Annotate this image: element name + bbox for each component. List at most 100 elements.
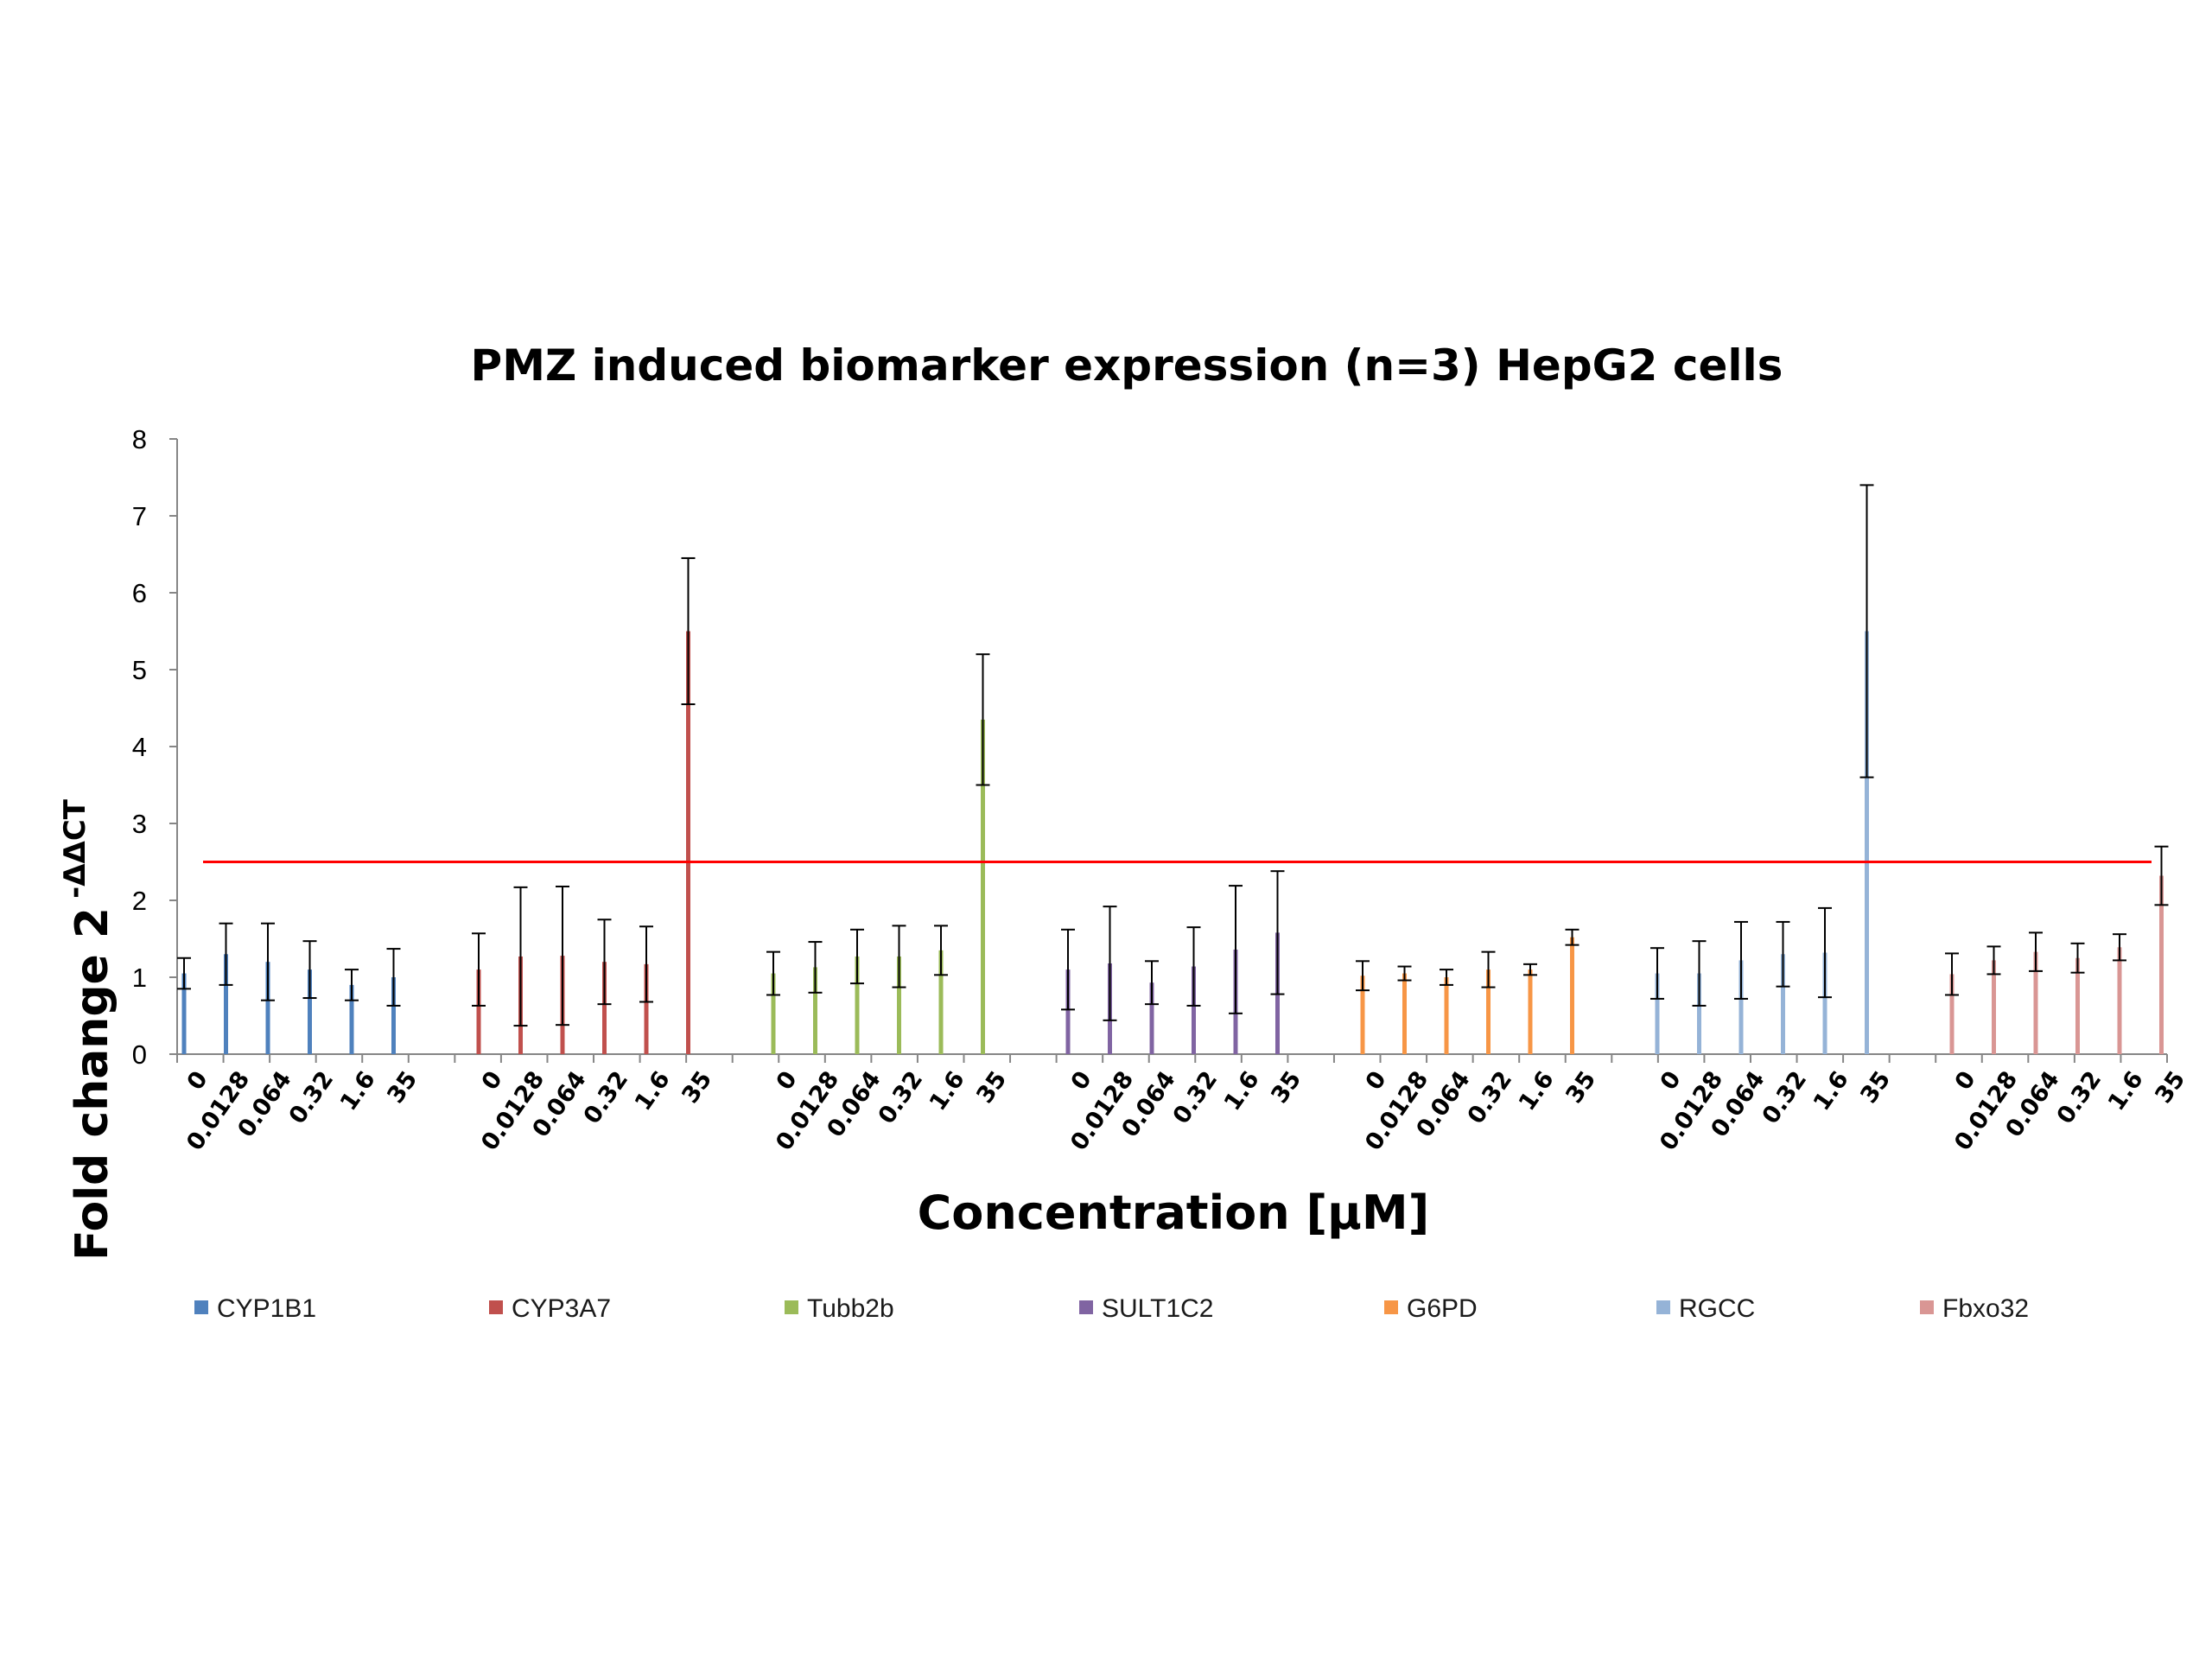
x-tick-label: 0.32 [1168, 1066, 1224, 1128]
bar [1697, 973, 1701, 1054]
bar [602, 962, 607, 1054]
x-tick-label: 35 [971, 1066, 1012, 1109]
legend-swatch [1656, 1300, 1670, 1314]
x-tick-label: 35 [1266, 1066, 1306, 1109]
legend-swatch [1079, 1300, 1093, 1314]
bar [2033, 951, 2038, 1054]
legend-label: CYP1B1 [217, 1294, 316, 1323]
x-tick-label: 0 [477, 1066, 508, 1095]
bar [813, 967, 817, 1054]
x-tick-label: 0 [1656, 1066, 1687, 1095]
bar [308, 969, 312, 1054]
x-tick-label: 0 [182, 1066, 213, 1095]
y-axis-label: Fold change 2 -ΔΔCT [58, 798, 118, 1261]
x-tick-label: 0.32 [1463, 1066, 1518, 1128]
legend-swatch [489, 1300, 503, 1314]
x-tick-label: 0 [772, 1066, 803, 1095]
y-tick-label: 1 [132, 963, 147, 993]
x-tick-label: 1.6 [630, 1066, 676, 1116]
bars [181, 631, 2164, 1054]
legend: CYP1B1 CYP3A7 Tubb2b SULT1C2 G6PD RGCC Fbxo32 [194, 1294, 2029, 1323]
bar [2159, 875, 2164, 1054]
bar [771, 973, 776, 1054]
x-tick-label: 0 [1066, 1066, 1097, 1095]
bar [181, 973, 187, 1054]
bar [1402, 973, 1407, 1054]
x-tick-label: 1.6 [1219, 1066, 1265, 1116]
y-axis: 0 1 2 3 4 5 6 7 8 [132, 424, 178, 1070]
bar [1444, 977, 1449, 1054]
x-tick-label: 0.32 [579, 1066, 634, 1128]
legend-swatch [1920, 1300, 1934, 1314]
x-tick-label: 35 [1560, 1066, 1601, 1109]
x-axis [176, 1053, 2168, 1063]
y-tick-label: 5 [132, 655, 147, 685]
bar [1486, 969, 1491, 1054]
y-tick-label: 3 [132, 809, 147, 839]
x-tick-label: 35 [1855, 1066, 1896, 1109]
bar [1149, 982, 1154, 1054]
bar [1570, 937, 1574, 1054]
bar [1360, 976, 1365, 1054]
legend-label: Tubb2b [807, 1294, 894, 1323]
x-tick-label: 0.32 [2052, 1066, 2107, 1128]
bar [1781, 954, 1785, 1054]
bar [1065, 969, 1071, 1054]
bar [224, 954, 228, 1054]
legend-swatch [1384, 1300, 1398, 1314]
bar [349, 984, 354, 1054]
x-tick-label: 1.6 [2103, 1066, 2149, 1116]
x-tick-label: 1.6 [335, 1066, 381, 1116]
y-tick-label: 0 [132, 1039, 147, 1070]
bar [981, 719, 985, 1054]
bar [391, 977, 396, 1054]
y-tick-label: 2 [132, 886, 147, 916]
bar [938, 950, 944, 1054]
bar [686, 631, 690, 1054]
bar [1992, 960, 1996, 1054]
x-tick-label: 35 [677, 1066, 717, 1109]
x-tick-label: 0 [1361, 1066, 1392, 1095]
bar [897, 956, 901, 1054]
error-bars [177, 484, 2169, 1027]
bar [265, 962, 270, 1054]
bar [2117, 947, 2122, 1054]
legend-label: SULT1C2 [1102, 1294, 1214, 1323]
x-tick-label: 1.6 [1808, 1066, 1854, 1116]
x-axis-label: Concentration [μM] [918, 1185, 1430, 1240]
bar [1528, 969, 1533, 1054]
legend-label: RGCC [1679, 1294, 1755, 1323]
x-tick-label: 0.32 [1758, 1066, 1813, 1128]
bar [1822, 952, 1827, 1054]
bar [476, 969, 481, 1054]
y-axis-label-superscript: -ΔΔCT [58, 798, 92, 899]
bar [1865, 631, 1869, 1054]
legend-label: CYP3A7 [512, 1294, 611, 1323]
y-tick-label: 7 [132, 501, 147, 531]
bar [1192, 966, 1196, 1054]
x-tick-label: 0.32 [284, 1066, 340, 1128]
x-tick-label: 0.32 [874, 1066, 929, 1128]
bar [1949, 974, 1955, 1054]
x-tick-label: 35 [382, 1066, 423, 1109]
x-tick-label: 0 [1950, 1066, 1981, 1095]
bar [2075, 957, 2080, 1054]
legend-label: G6PD [1407, 1294, 1478, 1323]
x-tick-label: 1.6 [1514, 1066, 1560, 1116]
bar [855, 956, 860, 1054]
chart-title: PMZ induced biomarker expression (n=3) H… [471, 340, 1783, 391]
legend-swatch [194, 1300, 208, 1314]
x-tick-label: 1.6 [925, 1066, 970, 1116]
x-tick-label: 35 [2150, 1066, 2190, 1109]
legend-label: Fbxo32 [1942, 1294, 2029, 1323]
bar [644, 963, 649, 1054]
y-tick-label: 4 [132, 732, 147, 762]
bar [1655, 973, 1660, 1054]
y-tick-label: 6 [132, 578, 147, 608]
y-tick-label: 8 [132, 424, 147, 454]
legend-swatch [785, 1300, 798, 1314]
bar [1738, 960, 1744, 1054]
y-axis-label-main: Fold change 2 [67, 907, 118, 1261]
